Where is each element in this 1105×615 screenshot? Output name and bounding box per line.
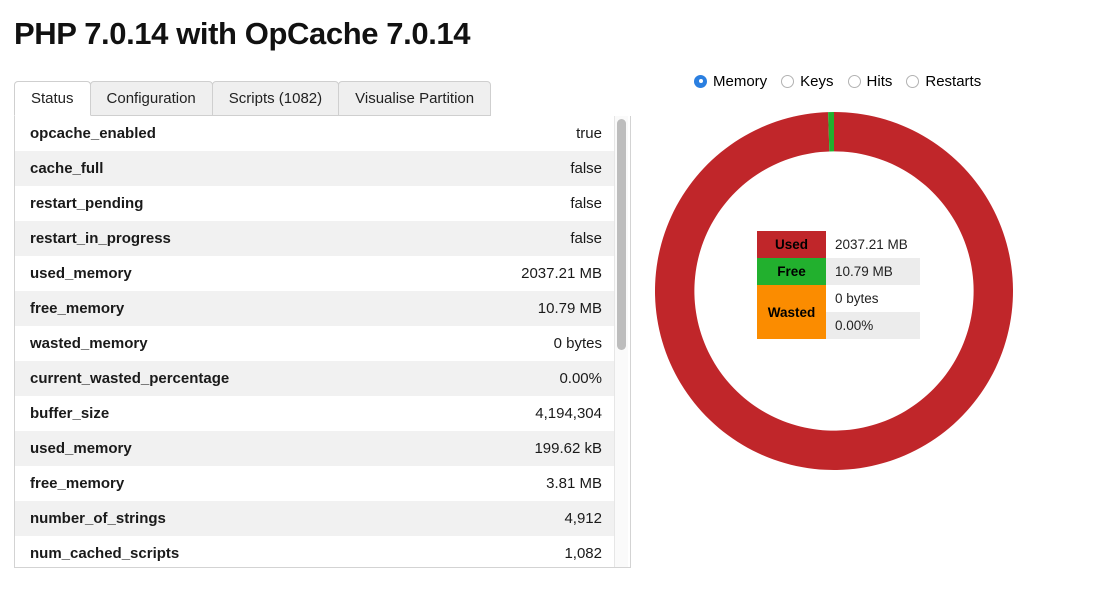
memory-donut-chart (655, 112, 1013, 470)
legend-swatch-wasted: Wasted (757, 285, 826, 339)
legend-row-wasted: Wasted 0 bytes (757, 285, 920, 339)
legend-row-free: Free 10.79 MB (757, 258, 920, 285)
row-value: 0.00% (559, 370, 602, 387)
row-key: buffer_size (30, 405, 110, 422)
tab-status[interactable]: Status (14, 81, 91, 116)
radio-option-memory[interactable]: Memory (694, 73, 767, 90)
table-row: free_memory 10.79 MB (15, 291, 617, 326)
tab-status-label: Status (31, 90, 74, 107)
row-key: opcache_enabled (30, 125, 156, 142)
donut-slices (655, 112, 1013, 470)
row-value: 199.62 kB (534, 440, 602, 457)
table-row: restart_in_progress false (15, 221, 617, 256)
row-value: false (570, 160, 602, 177)
radio-button-icon[interactable] (694, 74, 707, 88)
status-table-scrollbar[interactable] (614, 116, 628, 567)
donut-slice-free[interactable] (828, 112, 834, 152)
table-row: wasted_memory 0 bytes (15, 326, 617, 361)
row-value: 10.79 MB (537, 300, 602, 317)
row-value: 1,082 (564, 545, 602, 562)
table-row: used_memory 199.62 kB (15, 431, 617, 466)
status-panel: opcache_enabled true cache_full false re… (14, 116, 631, 568)
row-value: false (570, 230, 602, 247)
table-row: opcache_enabled true (15, 116, 617, 151)
donut-legend-body: Used 2037.21 MB Free 10.79 MB Wasted 0 b… (757, 231, 920, 339)
legend-row-used: Used 2037.21 MB (757, 231, 920, 258)
table-row: restart_pending false (15, 186, 617, 221)
radio-button-icon[interactable] (906, 74, 920, 88)
row-value: 4,194,304 (535, 405, 602, 422)
row-value: 0 bytes (553, 335, 602, 352)
table-row: current_wasted_percentage 0.00% (15, 361, 617, 396)
tab-visualise-partition[interactable]: Visualise Partition (338, 81, 492, 116)
legend-value-wasted: 0 bytes (835, 291, 879, 306)
radio-button-icon[interactable] (847, 74, 861, 88)
table-row: free_memory 3.81 MB (15, 466, 617, 501)
tab-configuration[interactable]: Configuration (89, 81, 213, 116)
tab-configuration-label: Configuration (106, 90, 196, 107)
donut-svg (655, 112, 1013, 470)
status-table-body: opcache_enabled true cache_full false re… (15, 116, 617, 567)
row-value: false (570, 195, 602, 212)
tab-scripts-label: Scripts (1082) (228, 90, 323, 107)
legend-swatch-used: Used (757, 231, 826, 258)
page-title: PHP 7.0.14 with OpCache 7.0.14 (14, 16, 471, 51)
radio-option-restarts-label: Restarts (925, 72, 982, 90)
radio-button-icon[interactable] (781, 74, 795, 88)
legend-swatch-free: Free (757, 258, 826, 285)
row-key: free_memory (30, 300, 125, 317)
radio-option-keys-label: Keys (800, 72, 834, 90)
table-row: buffer_size 4,194,304 (15, 396, 617, 431)
metric-radio-group: Memory Keys Hits Restarts (694, 70, 981, 92)
row-key: current_wasted_percentage (30, 370, 230, 387)
scrollbar-thumb[interactable] (617, 119, 626, 350)
legend-value-free: 10.79 MB (826, 258, 920, 285)
radio-option-hits[interactable]: Hits (847, 72, 893, 90)
radio-option-keys[interactable]: Keys (781, 72, 834, 90)
row-value: 2037.21 MB (521, 265, 602, 282)
row-key: used_memory (30, 265, 132, 282)
legend-row-wasted-percent: 0.00% (757, 312, 920, 339)
donut-legend: Used 2037.21 MB Free 10.79 MB Wasted 0 b… (757, 231, 920, 339)
row-value: 4,912 (564, 510, 602, 527)
legend-value-wasted-percent: 0.00% (826, 312, 920, 339)
tab-visualise-partition-label: Visualise Partition (355, 90, 475, 107)
legend-value-used: 2037.21 MB (835, 237, 908, 252)
row-key: number_of_strings (30, 510, 166, 527)
table-row: cache_full false (15, 151, 617, 186)
radio-option-restarts[interactable]: Restarts (906, 73, 981, 90)
tab-scripts[interactable]: Scripts (1082) (211, 81, 340, 116)
row-key: restart_pending (30, 195, 144, 212)
radio-option-hits-label: Hits (866, 72, 893, 90)
status-table: opcache_enabled true cache_full false re… (15, 116, 617, 567)
row-key: used_memory (30, 440, 132, 457)
table-row: used_memory 2037.21 MB (15, 256, 617, 291)
table-row: number_of_strings 4,912 (15, 501, 617, 536)
row-key: free_memory (30, 475, 125, 492)
row-key: restart_in_progress (30, 230, 171, 247)
radio-option-memory-label: Memory (713, 72, 768, 90)
row-value: 3.81 MB (546, 475, 602, 492)
row-key: cache_full (30, 160, 104, 177)
table-row: num_cached_scripts 1,082 (15, 536, 617, 567)
row-key: wasted_memory (30, 335, 148, 352)
row-value: true (576, 125, 602, 142)
tabstrip: Status Configuration Scripts (1082) Visu… (14, 81, 631, 117)
row-key: num_cached_scripts (30, 545, 180, 562)
